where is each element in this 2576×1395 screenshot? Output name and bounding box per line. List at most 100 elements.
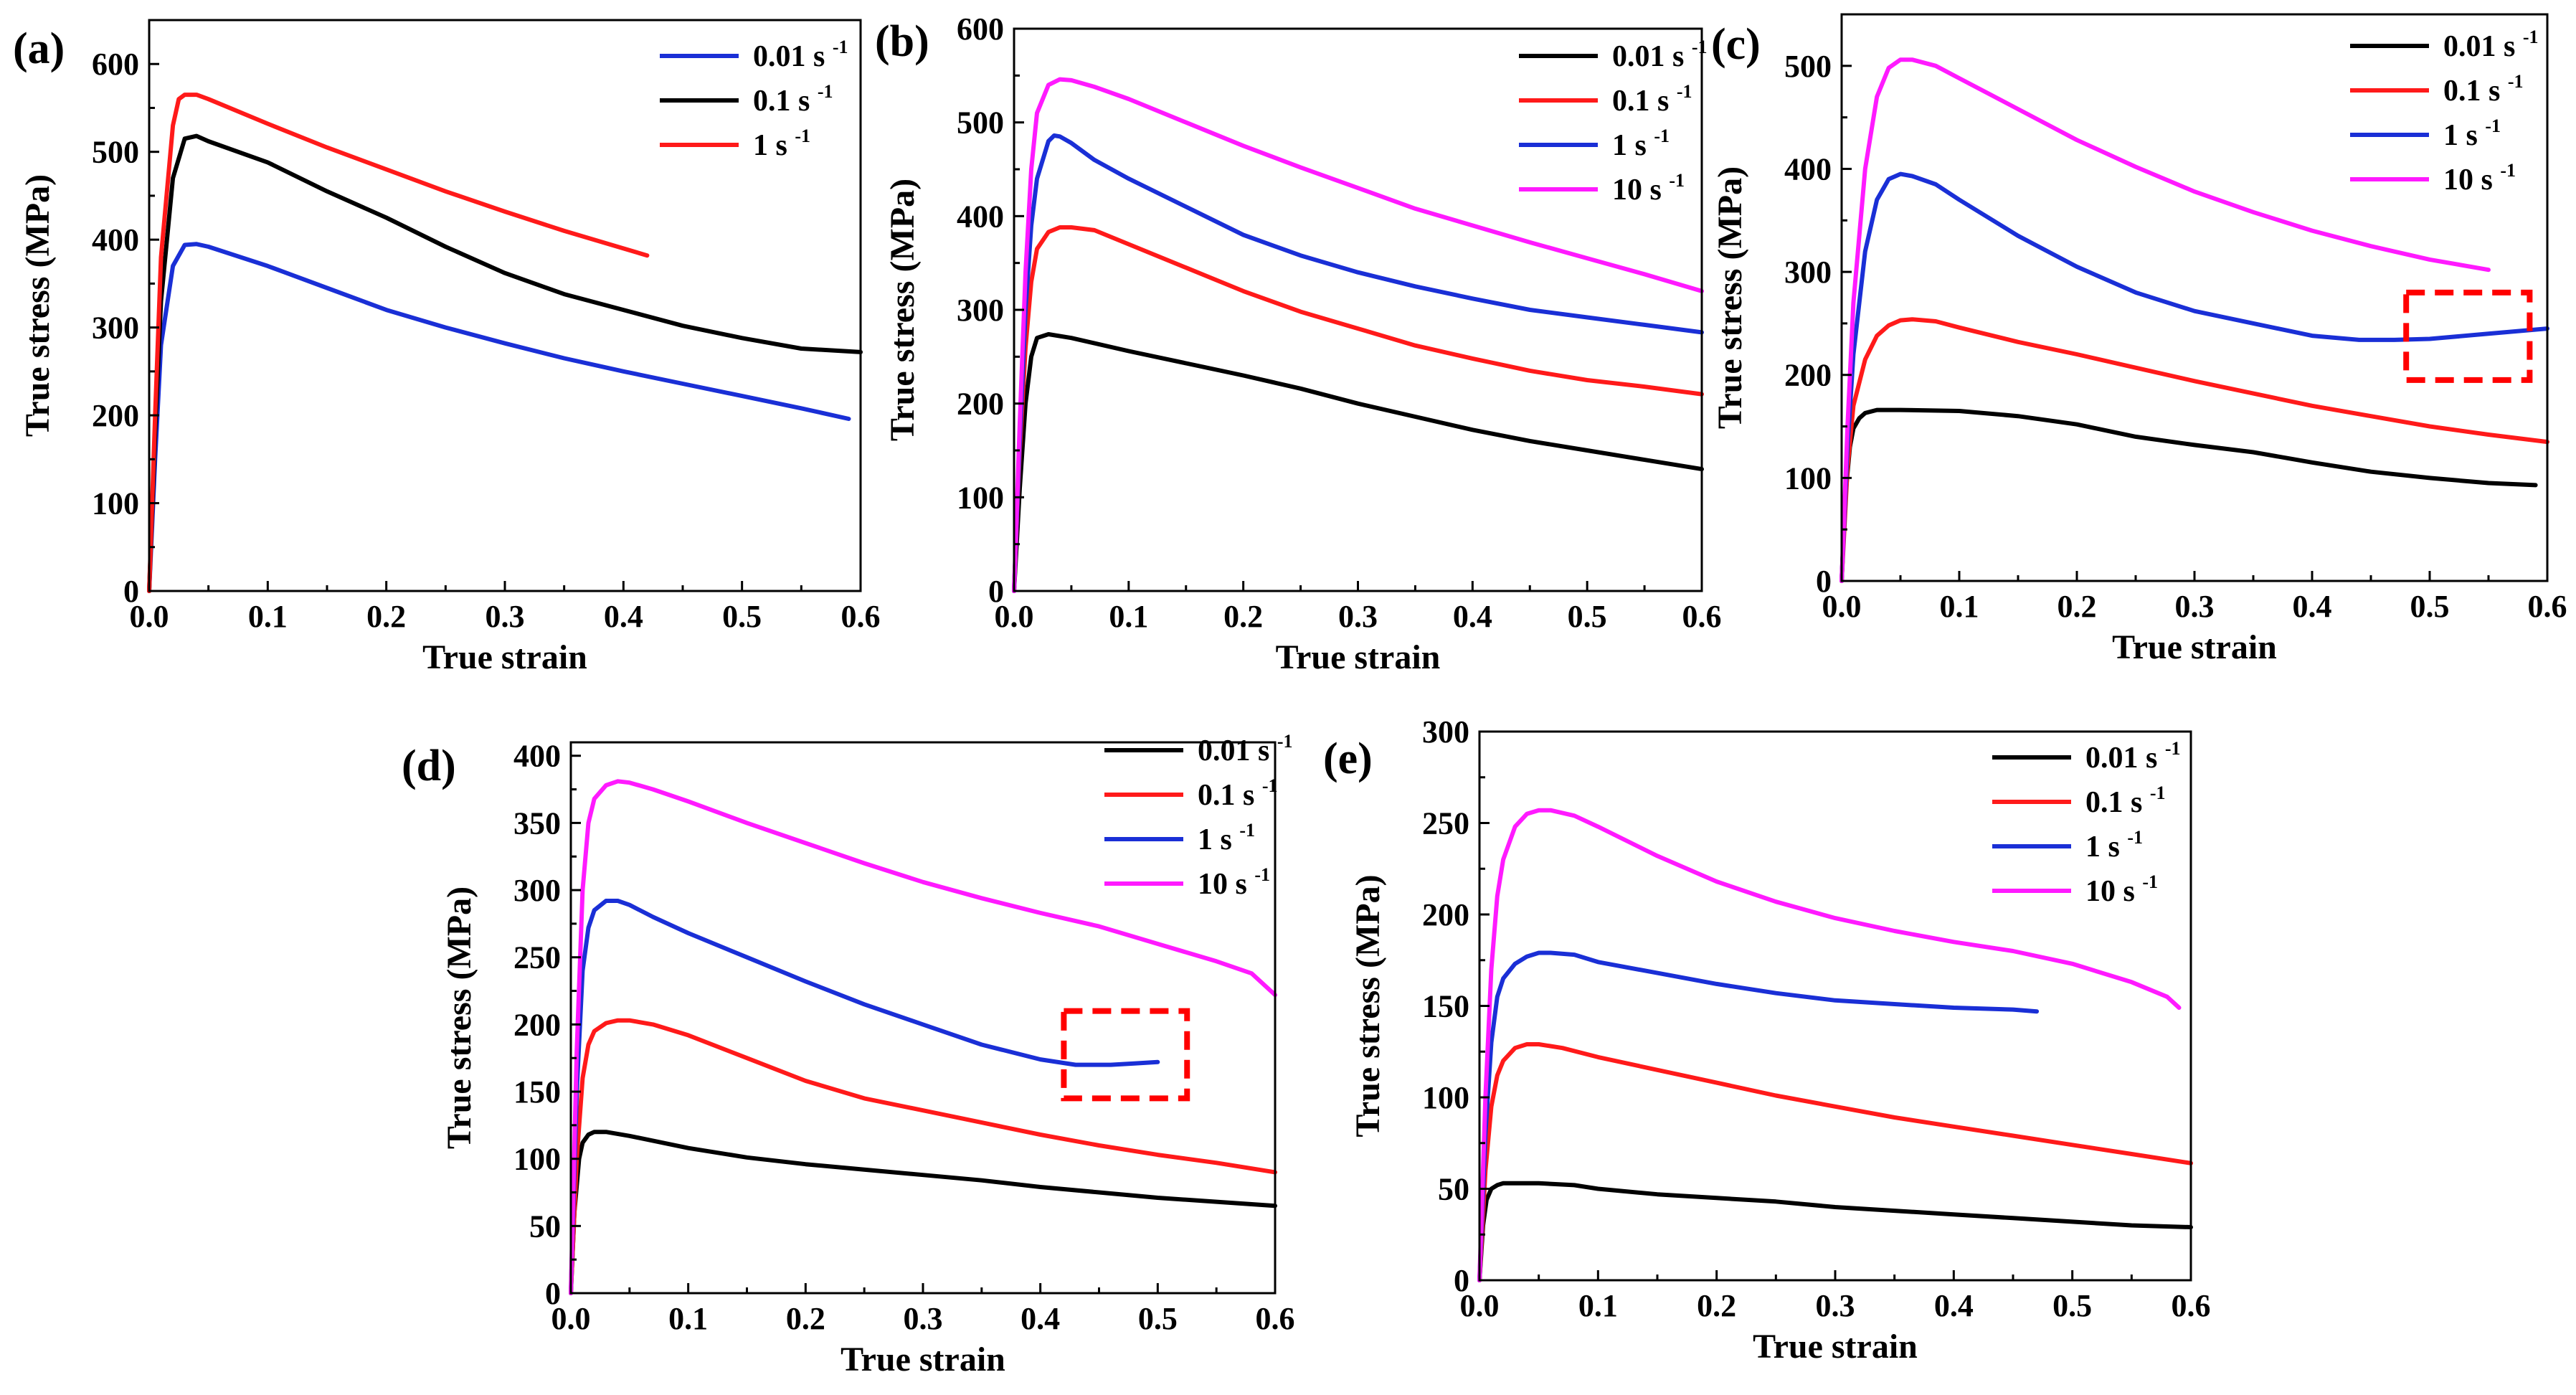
legend-entry: 10 s -1 [1198,864,1270,901]
legend-superscript: -1 [2485,115,2501,136]
y-tick-label: 0 [1454,1263,1469,1298]
y-tick-label: 350 [513,805,561,841]
x-tick-label: 0.4 [604,599,643,634]
y-tick-label: 250 [1422,806,1469,841]
y-tick-label: 100 [1422,1080,1469,1115]
y-tick-label: 200 [1784,358,1832,393]
highlight-box [2403,289,2533,383]
legend-entry: 10 s -1 [1612,170,1685,207]
legend-entry: 0.01 s -1 [1198,731,1293,767]
y-tick-label: 50 [529,1209,561,1244]
y-tick-label: 500 [957,105,1004,141]
x-tick-label: 0.1 [1109,599,1148,634]
legend-entry: 0.1 s -1 [1198,775,1278,812]
x-tick-label: 0.2 [366,599,406,634]
y-tick-label: 400 [513,739,561,774]
x-axis-title: True strain [422,638,587,676]
series-line-3 [1477,808,2182,1282]
series-line-2 [1012,133,1704,593]
legend-entry: 10 s -1 [2085,871,2158,908]
x-tick-label: 0.5 [2052,1288,2092,1323]
legend-entry: 1 s -1 [1612,126,1670,162]
x-tick-label: 0.3 [1338,599,1378,634]
legend-superscript: -1 [1669,170,1685,191]
x-tick-label: 0.5 [1568,599,1607,634]
x-axis-title: True strain [1276,638,1441,676]
y-tick-label: 300 [92,311,139,346]
legend-superscript: -1 [2508,71,2524,92]
y-tick-label: 200 [513,1007,561,1042]
x-tick-label: 0.5 [2410,589,2450,624]
legend-entry: 1 s -1 [753,126,810,162]
series-line-3 [569,779,1277,1295]
legend-entry: 1 s -1 [2443,115,2501,152]
x-tick-label: 0.3 [486,599,525,634]
series-line-3 [1839,57,2491,583]
series-line-2 [1839,171,2549,583]
x-tick-label: 0.2 [2058,589,2097,624]
series-line-0 [1477,1181,2193,1282]
legend-superscript: -1 [1262,775,1278,796]
series-line-0 [147,242,851,593]
plot-frame [1478,730,2192,1282]
y-tick-label: 100 [1784,460,1832,496]
x-tick-label: 0.6 [2172,1288,2211,1323]
series-line-1 [1477,1042,2193,1282]
x-axis-title: True strain [1753,1328,1918,1366]
y-tick-label: 300 [1784,255,1832,290]
panel-label: (c) [1711,20,1761,69]
x-tick-label: 0.3 [1816,1288,1855,1323]
x-tick-label: 0.0 [1460,1288,1500,1323]
y-axis-title: True stress (MPa) [884,179,922,441]
legend-entry: 0.01 s -1 [1612,37,1708,73]
legend-superscript: -1 [1692,37,1708,57]
y-tick-label: 150 [513,1074,561,1110]
chart-panel-b: (b) 0.0 0.1 0.2 0.3 0.4 0.5 0.6 0 100 200 300 400 500… [875,11,1722,676]
x-tick-label: 0.6 [1256,1301,1295,1336]
x-tick-label: 0.6 [1682,599,1722,634]
x-tick-label: 0.1 [1578,1288,1618,1323]
y-tick-label: 300 [1422,714,1469,749]
legend-superscript: -1 [1654,126,1670,146]
x-tick-label: 0.4 [1453,599,1492,634]
y-tick-label: 0 [1816,564,1832,599]
x-tick-label: 0.2 [1697,1288,1736,1323]
legend-entry: 0.1 s -1 [2443,71,2524,108]
x-tick-label: 0.0 [130,599,169,634]
legend-entry: 0.1 s -1 [2085,782,2166,819]
legend-entry: 1 s -1 [2085,827,2143,864]
legend-entry: 0.1 s -1 [753,81,833,118]
y-tick-label: 500 [1784,49,1832,84]
x-tick-label: 0.4 [2293,589,2332,624]
series-line-1 [147,133,863,593]
y-tick-label: 200 [957,387,1004,422]
panel-label: (e) [1323,734,1373,783]
legend-superscript: -1 [2127,827,2143,848]
x-tick-label: 0.6 [841,599,881,634]
series-line-2 [569,899,1160,1295]
legend-superscript: -1 [1254,864,1270,885]
y-axis-title: True stress (MPa) [440,886,478,1149]
x-tick-label: 0.5 [722,599,762,634]
y-tick-label: 250 [513,940,561,975]
x-tick-label: 0.6 [2528,589,2567,624]
legend-superscript: -1 [833,37,848,57]
legend-superscript: -1 [1677,81,1692,102]
series-line-0 [569,1130,1277,1295]
series-line-2 [1477,950,2040,1282]
series-line-1 [1012,225,1704,593]
x-tick-label: 0.0 [995,599,1034,634]
y-tick-label: 100 [957,480,1004,515]
y-tick-label: 400 [92,222,139,257]
x-tick-label: 0.0 [1822,589,1862,624]
y-tick-label: 100 [92,486,139,521]
x-tick-label: 0.1 [668,1301,708,1336]
x-tick-label: 0.4 [1021,1301,1060,1336]
y-tick-label: 400 [1784,151,1832,186]
series-line-3 [1012,77,1704,593]
legend-entry: 0.01 s -1 [2443,27,2539,63]
panel-label: (a) [13,24,65,73]
plot-frame [1013,27,1703,592]
x-tick-label: 0.4 [1934,1288,1974,1323]
